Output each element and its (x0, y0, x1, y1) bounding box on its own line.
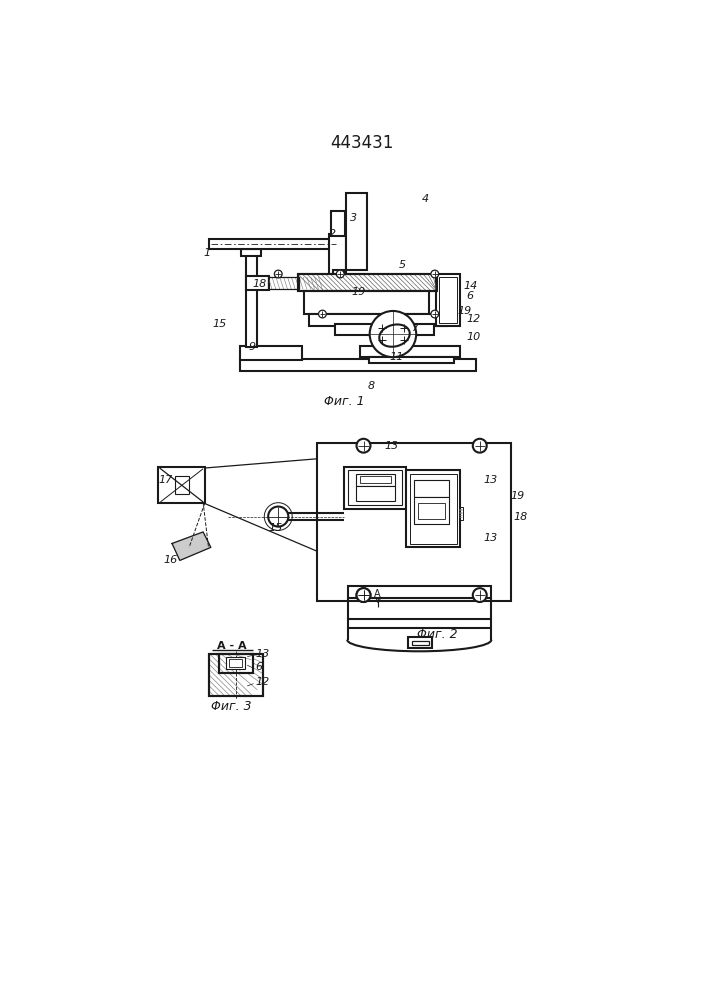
Bar (218, 654, 252, 673)
Bar (317, 443, 510, 601)
Text: 11: 11 (389, 352, 403, 362)
Text: Φиг. 3: Φиг. 3 (211, 700, 252, 713)
Bar (298, 274, 437, 291)
Bar (268, 277, 299, 289)
Text: 18: 18 (513, 512, 527, 522)
Bar (406, 470, 460, 547)
Bar (360, 346, 460, 357)
Bar (360, 476, 391, 483)
Bar (333, 270, 344, 293)
Bar (304, 291, 429, 314)
Bar (410, 474, 457, 544)
Bar (418, 503, 445, 519)
Text: 15: 15 (269, 523, 284, 533)
Bar (344, 466, 406, 509)
Bar (209, 239, 337, 249)
Text: 4: 4 (421, 194, 428, 204)
Bar (414, 480, 449, 497)
Text: 9: 9 (248, 342, 255, 352)
Bar (209, 654, 263, 696)
Bar (348, 470, 402, 505)
Bar (329, 234, 346, 279)
Circle shape (356, 588, 370, 602)
Bar (414, 497, 449, 524)
Text: 1: 1 (203, 248, 210, 258)
Text: 13: 13 (385, 441, 399, 451)
Text: 5: 5 (398, 260, 406, 270)
Bar (440, 277, 457, 323)
Text: 14: 14 (464, 281, 478, 291)
Bar (331, 211, 345, 235)
Bar (298, 274, 437, 291)
Text: 19: 19 (352, 287, 366, 297)
Text: Φиг. 1: Φиг. 1 (324, 395, 364, 408)
Bar (241, 249, 261, 256)
Text: Φиг. 2: Φиг. 2 (417, 628, 457, 641)
Circle shape (356, 588, 370, 602)
Text: 16: 16 (163, 555, 177, 565)
Text: 12: 12 (255, 677, 269, 687)
Text: 13: 13 (484, 533, 498, 543)
Bar (246, 255, 257, 347)
Circle shape (274, 270, 282, 278)
Bar (409, 637, 432, 648)
Bar (175, 476, 189, 494)
Bar (309, 314, 448, 326)
Bar (356, 486, 395, 501)
Bar (226, 657, 245, 669)
Circle shape (337, 270, 344, 278)
Text: 6: 6 (467, 291, 474, 301)
Bar (348, 619, 491, 628)
Text: 7: 7 (412, 323, 419, 333)
Text: 13: 13 (255, 649, 269, 659)
Bar (209, 654, 263, 696)
Text: 443431: 443431 (330, 134, 394, 152)
Text: 3: 3 (351, 213, 358, 223)
Circle shape (319, 310, 327, 318)
Bar (348, 586, 491, 598)
Text: 19: 19 (457, 306, 472, 316)
Bar (158, 466, 204, 503)
Text: 19: 19 (510, 491, 524, 501)
Text: 12: 12 (467, 314, 481, 324)
Bar (218, 654, 252, 673)
Bar (411, 641, 428, 645)
Bar (246, 276, 269, 290)
Circle shape (268, 507, 288, 527)
Text: 17: 17 (158, 475, 173, 485)
Circle shape (473, 439, 486, 453)
Bar (436, 274, 460, 326)
Bar (335, 324, 434, 335)
Circle shape (356, 439, 370, 453)
Bar (459, 507, 464, 520)
Circle shape (473, 588, 486, 602)
Bar (240, 359, 476, 371)
Text: 10: 10 (467, 332, 481, 342)
Circle shape (431, 270, 438, 278)
Text: 8: 8 (368, 381, 375, 391)
Bar (356, 474, 395, 486)
Text: 2: 2 (329, 229, 336, 239)
Text: A: A (373, 589, 380, 599)
Polygon shape (172, 532, 211, 560)
Bar (346, 193, 367, 270)
Circle shape (431, 310, 438, 318)
Text: 18: 18 (252, 279, 267, 289)
Text: 6: 6 (255, 662, 262, 672)
Bar (230, 659, 242, 667)
Bar (240, 346, 301, 360)
Bar (369, 357, 454, 363)
Text: 15: 15 (212, 319, 227, 329)
Text: A - A: A - A (217, 641, 247, 651)
Text: 13: 13 (484, 475, 498, 485)
Circle shape (370, 311, 416, 357)
